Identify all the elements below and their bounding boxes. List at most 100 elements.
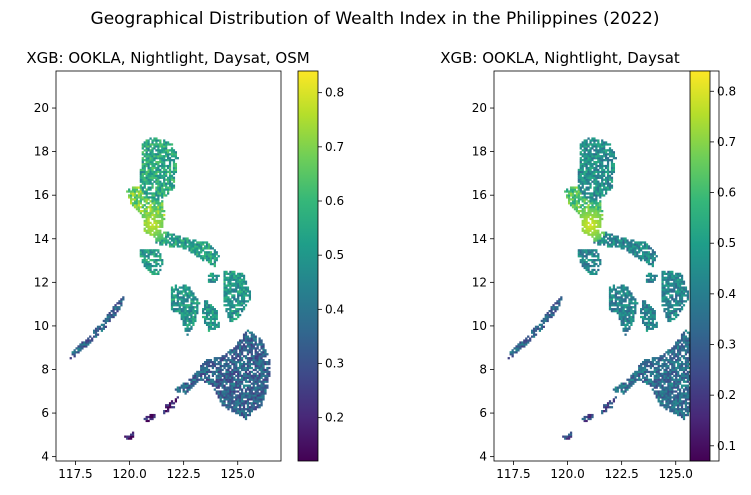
map-cell — [680, 298, 684, 301]
map-cell — [680, 368, 684, 372]
map-cell — [667, 292, 670, 295]
map-cell — [677, 290, 680, 293]
map-cell — [211, 372, 215, 376]
map-cell — [180, 308, 183, 311]
map-cell — [205, 376, 209, 379]
map-cell — [205, 359, 209, 362]
map-cell — [669, 384, 672, 387]
x-tick-label: 117.5 — [58, 467, 92, 481]
map-cell — [239, 382, 242, 385]
map-cell — [626, 378, 629, 381]
map-cell — [155, 194, 158, 197]
plot-frame — [55, 70, 282, 462]
map-cell — [155, 213, 158, 217]
map-cell — [174, 235, 178, 238]
map-cell — [254, 368, 257, 372]
map-cell — [610, 159, 614, 162]
map-cell — [585, 249, 588, 252]
map-cell — [266, 366, 269, 370]
map-cell — [209, 308, 213, 311]
map-cell — [250, 410, 253, 413]
map-cell — [606, 180, 610, 183]
map-cell — [153, 198, 156, 201]
map-cell — [188, 243, 191, 246]
map-cell — [612, 284, 616, 287]
map-cell — [166, 149, 170, 152]
map-cell — [671, 270, 674, 274]
map-cell — [665, 276, 668, 279]
map-cell — [641, 368, 645, 372]
map-cell — [235, 317, 238, 321]
map-cell — [237, 366, 240, 370]
map-cell — [525, 341, 528, 344]
map-cell — [680, 288, 684, 291]
map-cell — [583, 417, 586, 421]
map-cell — [665, 408, 668, 411]
map-cell — [180, 245, 183, 248]
map-cell — [601, 239, 604, 242]
map-cell — [552, 306, 555, 309]
map-cell — [626, 304, 629, 307]
map-cell — [630, 306, 633, 309]
map-cell — [643, 304, 647, 307]
map-cell — [192, 245, 195, 248]
map-cell — [137, 192, 141, 195]
map-cell — [198, 302, 201, 305]
map-cell — [211, 384, 215, 387]
map-cell — [244, 415, 248, 419]
map-cell — [626, 247, 629, 250]
map-cell — [235, 362, 238, 366]
map-cell — [577, 192, 580, 195]
map-cell — [235, 374, 238, 377]
map-cell — [196, 310, 199, 313]
map-cell — [157, 174, 160, 177]
map-cell — [141, 143, 144, 146]
map-cell — [240, 402, 244, 405]
map-cell — [626, 317, 629, 321]
map-cell — [684, 384, 688, 387]
map-cell — [188, 384, 191, 387]
map-cell — [209, 323, 213, 326]
map-cell — [157, 194, 160, 197]
map-cell — [671, 372, 674, 376]
map-cell — [686, 298, 690, 301]
map-cell — [180, 292, 183, 295]
map-cell — [223, 304, 226, 307]
map-cell — [256, 362, 259, 366]
map-cell — [573, 186, 577, 189]
map-cell — [587, 186, 590, 189]
map-cell — [260, 364, 263, 368]
map-cell — [180, 310, 183, 313]
map-cell — [610, 290, 614, 293]
map-cell — [145, 174, 148, 177]
map-cell — [593, 137, 596, 140]
map-cell — [248, 339, 252, 342]
map-cell — [581, 159, 584, 162]
map-cell — [143, 215, 146, 219]
map-cell — [653, 382, 656, 385]
map-cell — [182, 306, 185, 309]
map-cell — [665, 308, 668, 311]
map-cell — [161, 213, 164, 217]
map-cell — [678, 396, 682, 399]
map-cell — [667, 300, 670, 303]
map-cell — [155, 149, 158, 152]
map-cell — [246, 290, 250, 293]
map-cell — [589, 143, 592, 146]
map-cell — [240, 341, 244, 344]
map-cell — [168, 178, 172, 181]
map-cell — [178, 237, 181, 240]
map-cell — [170, 300, 174, 303]
map-cell — [634, 370, 637, 374]
map-cell — [671, 410, 674, 413]
map-cell — [595, 235, 598, 238]
map-cell — [235, 402, 238, 405]
map-cell — [601, 151, 604, 154]
map-cell — [571, 196, 575, 199]
map-cell — [677, 374, 680, 377]
map-cell — [233, 360, 236, 364]
map-cell — [673, 380, 676, 383]
map-cell — [231, 406, 234, 409]
map-cell — [147, 229, 150, 232]
map-cell — [250, 406, 253, 409]
